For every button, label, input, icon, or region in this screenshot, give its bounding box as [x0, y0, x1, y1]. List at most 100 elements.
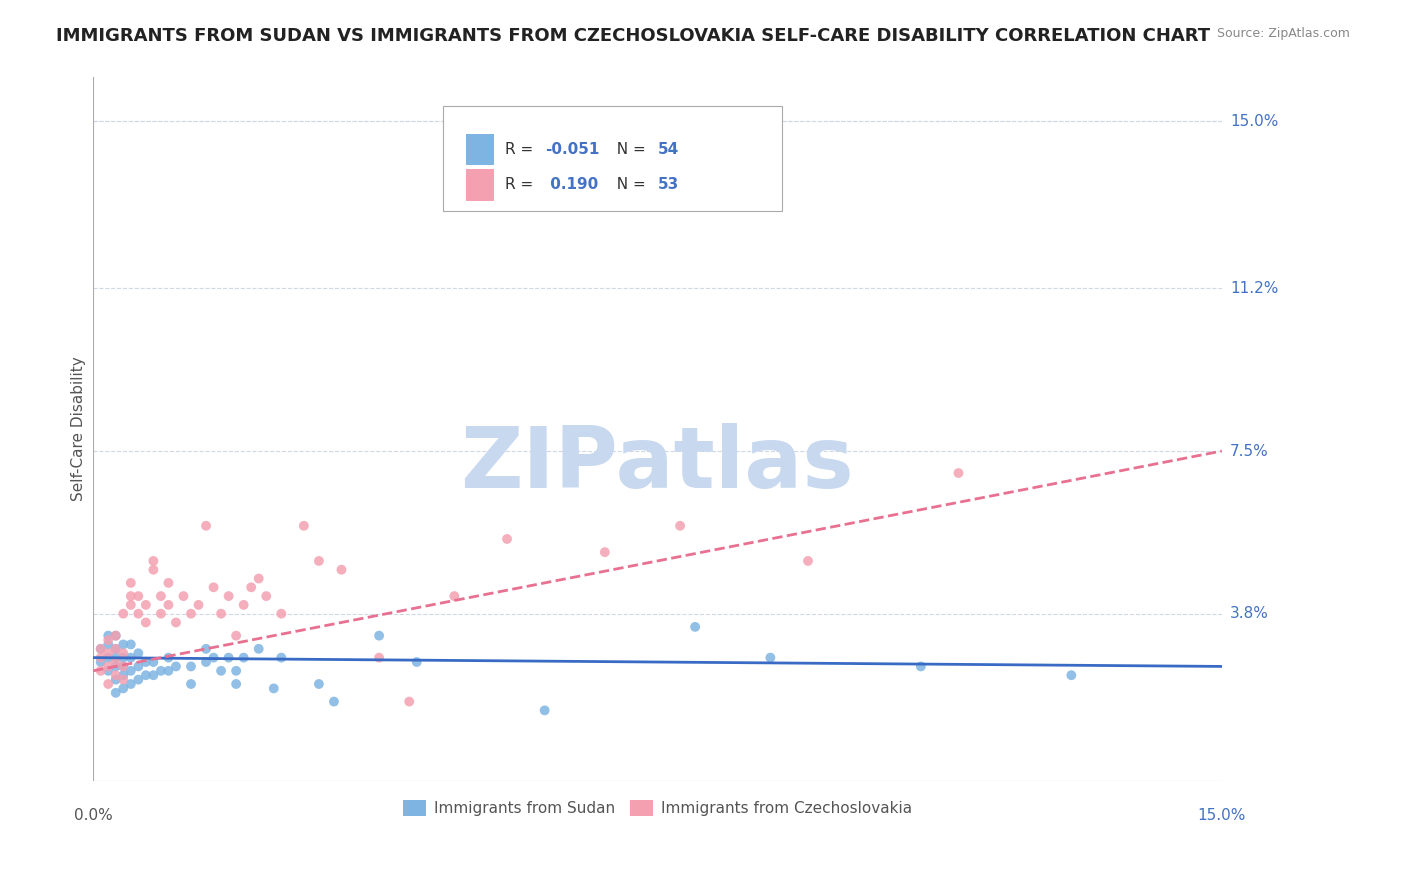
Point	[225, 629, 247, 643]
Point	[157, 598, 180, 612]
Point	[104, 650, 127, 665]
Point	[149, 664, 172, 678]
Point	[195, 655, 218, 669]
Point	[195, 518, 218, 533]
Point	[90, 655, 112, 669]
Point	[368, 650, 391, 665]
Point	[398, 695, 420, 709]
Point	[263, 681, 285, 696]
Point	[112, 646, 135, 660]
Point	[90, 641, 112, 656]
Point	[683, 620, 706, 634]
Point	[270, 607, 292, 621]
Point	[157, 664, 180, 678]
Point	[165, 615, 187, 630]
Point	[104, 641, 127, 656]
Point	[496, 532, 519, 546]
Point	[97, 650, 120, 665]
Point	[127, 589, 149, 603]
Point	[97, 633, 120, 648]
Point	[142, 563, 165, 577]
Point	[218, 650, 240, 665]
Point	[127, 673, 149, 687]
Point	[97, 646, 120, 660]
Point	[187, 598, 209, 612]
Point	[104, 655, 127, 669]
Text: IMMIGRANTS FROM SUDAN VS IMMIGRANTS FROM CZECHOSLOVAKIA SELF-CARE DISABILITY COR: IMMIGRANTS FROM SUDAN VS IMMIGRANTS FROM…	[56, 27, 1211, 45]
Point	[157, 575, 180, 590]
Point	[669, 518, 692, 533]
Point	[292, 518, 315, 533]
Point	[180, 659, 202, 673]
Point	[330, 563, 353, 577]
Point	[112, 637, 135, 651]
Point	[104, 686, 127, 700]
Point	[127, 646, 149, 660]
Point	[104, 629, 127, 643]
Point	[1060, 668, 1083, 682]
Point	[142, 554, 165, 568]
Text: -0.051: -0.051	[544, 142, 599, 157]
Point	[149, 589, 172, 603]
Point	[104, 673, 127, 687]
Point	[443, 589, 465, 603]
FancyBboxPatch shape	[465, 134, 494, 165]
Point	[149, 607, 172, 621]
Text: 15.0%: 15.0%	[1230, 114, 1278, 128]
Point	[225, 677, 247, 691]
Point	[209, 664, 232, 678]
Point	[308, 677, 330, 691]
Point	[308, 554, 330, 568]
Point	[948, 466, 970, 480]
Point	[120, 637, 142, 651]
Text: 0.0%: 0.0%	[73, 808, 112, 823]
Point	[759, 650, 782, 665]
Point	[195, 641, 218, 656]
Point	[209, 607, 232, 621]
Point	[533, 703, 555, 717]
Point	[368, 629, 391, 643]
Point	[90, 650, 112, 665]
Point	[112, 607, 135, 621]
Text: ZIPatlas: ZIPatlas	[461, 423, 855, 506]
Point	[112, 659, 135, 673]
Point	[112, 659, 135, 673]
Point	[112, 668, 135, 682]
Point	[104, 668, 127, 682]
Point	[157, 650, 180, 665]
Point	[97, 637, 120, 651]
Text: Source: ZipAtlas.com: Source: ZipAtlas.com	[1216, 27, 1350, 40]
Point	[104, 659, 127, 673]
Point	[120, 677, 142, 691]
Point	[225, 664, 247, 678]
Point	[120, 664, 142, 678]
Point	[165, 659, 187, 673]
FancyBboxPatch shape	[465, 169, 494, 201]
Legend: Immigrants from Sudan, Immigrants from Czechoslovakia: Immigrants from Sudan, Immigrants from C…	[396, 794, 918, 822]
FancyBboxPatch shape	[443, 105, 782, 211]
Point	[180, 607, 202, 621]
Point	[180, 677, 202, 691]
Text: 0.190: 0.190	[544, 178, 598, 192]
Point	[90, 641, 112, 656]
Text: 15.0%: 15.0%	[1198, 808, 1246, 823]
Text: R =: R =	[505, 178, 538, 192]
Text: 3.8%: 3.8%	[1230, 607, 1270, 621]
Point	[232, 650, 254, 665]
Point	[142, 655, 165, 669]
Point	[270, 650, 292, 665]
Point	[135, 598, 157, 612]
Text: 11.2%: 11.2%	[1230, 281, 1278, 296]
Point	[97, 677, 120, 691]
Point	[910, 659, 932, 673]
Point	[104, 629, 127, 643]
Point	[120, 598, 142, 612]
Point	[135, 655, 157, 669]
Y-axis label: Self-Care Disability: Self-Care Disability	[72, 357, 86, 501]
Point	[127, 607, 149, 621]
Point	[172, 589, 194, 603]
Text: 53: 53	[658, 178, 679, 192]
Point	[218, 589, 240, 603]
Point	[247, 641, 270, 656]
Point	[104, 641, 127, 656]
